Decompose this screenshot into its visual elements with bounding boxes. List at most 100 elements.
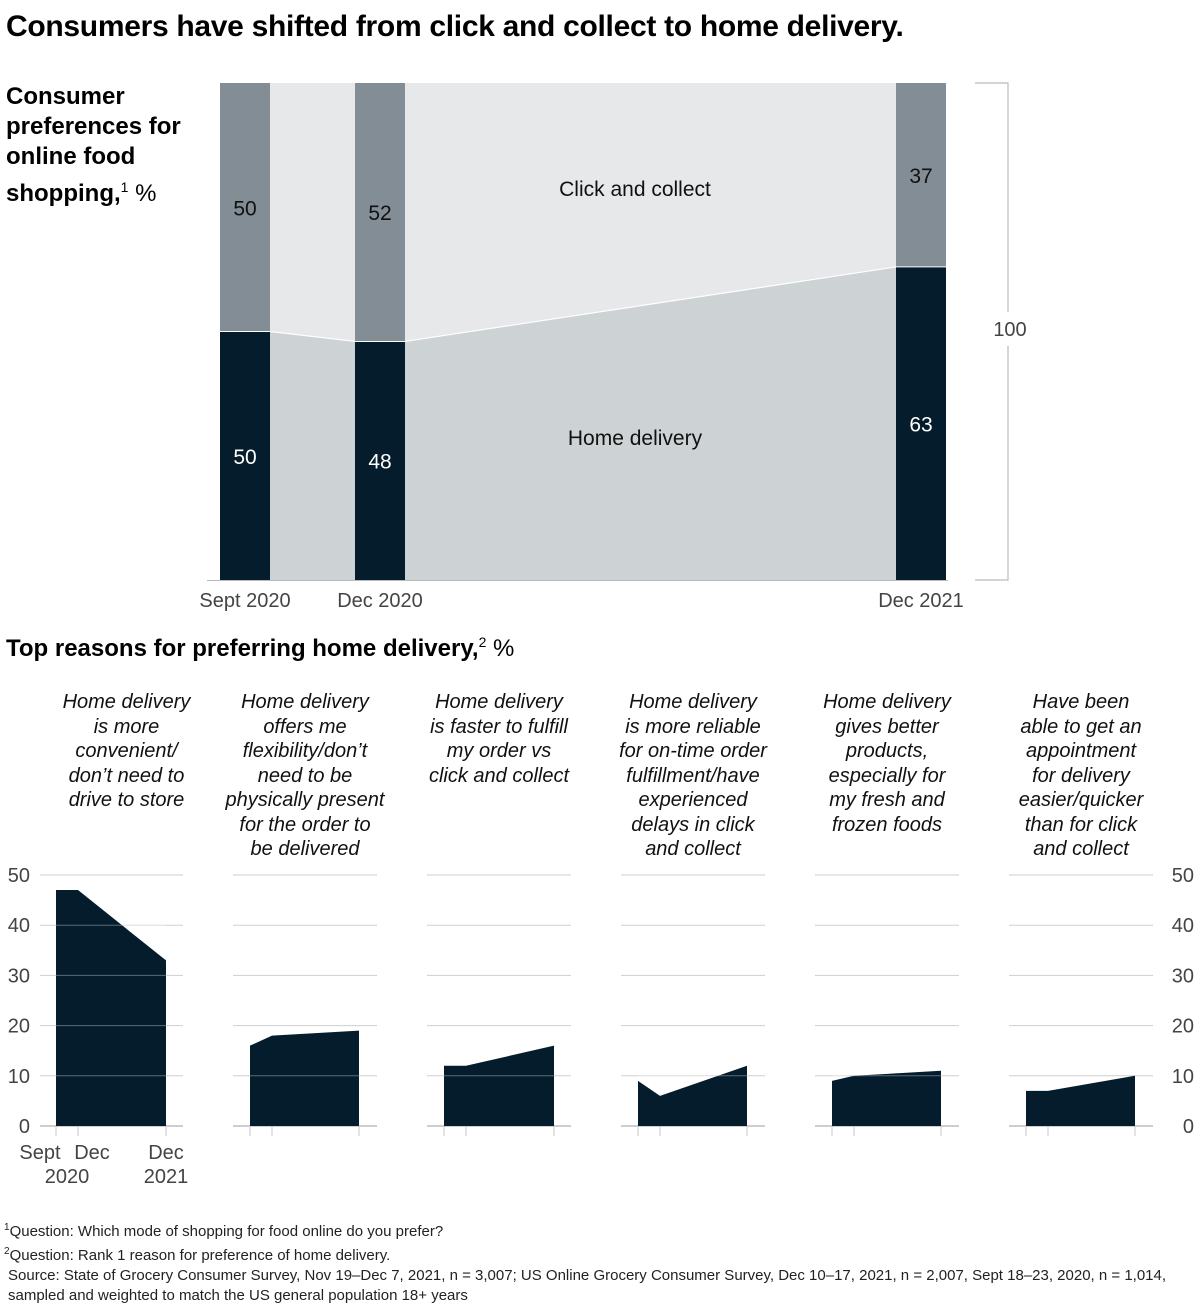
small-chart-panel bbox=[621, 874, 765, 1136]
reason-label-line: and collect bbox=[645, 838, 741, 860]
y-tick-label-right: 10 bbox=[1172, 1066, 1194, 1088]
x-tick-label: Dec bbox=[74, 1142, 110, 1164]
x-tick-label: Dec 2021 bbox=[878, 590, 964, 612]
area-series bbox=[56, 890, 166, 1126]
data-label-home-delivery: 63 bbox=[909, 413, 932, 436]
stacked-bar-chart: 50 50 Sept 2020 52 48 Dec 2020 37 63 Dec 2021 Cli… bbox=[199, 82, 1027, 612]
data-label-click-and-collect: 37 bbox=[909, 165, 932, 188]
reason-label-line: products, bbox=[845, 740, 929, 762]
reason-label-line: than for click bbox=[1024, 813, 1138, 836]
area-series bbox=[832, 1070, 941, 1126]
y-tick-label-left: 10 bbox=[8, 1066, 30, 1088]
reason-label: Home delivery gives better products, especi… bbox=[802, 690, 972, 837]
top-chart-title-text: Consumer preferences for online food sho… bbox=[6, 83, 181, 207]
area-series bbox=[638, 1065, 747, 1126]
reason-label-line: for on-time order bbox=[619, 740, 767, 762]
reason-label-line: my fresh and bbox=[829, 789, 945, 811]
bar-home-delivery bbox=[220, 331, 270, 580]
reason-label-line: be delivered bbox=[250, 838, 360, 860]
y-tick-label-left: 40 bbox=[8, 915, 30, 937]
y-tick-label-right: 50 bbox=[1172, 865, 1194, 887]
reason-label-line: my order vs bbox=[446, 740, 552, 762]
source-note: Source: State of Grocery Consumer Survey… bbox=[4, 1266, 1184, 1306]
data-label-click-and-collect: 50 bbox=[233, 197, 256, 220]
bottom-chart-title: Top reasons for preferring home delivery… bbox=[6, 634, 515, 662]
x-tick-label: Sept 2020 bbox=[199, 590, 290, 612]
reason-label-line: delays in click bbox=[631, 813, 755, 836]
total-label: 100 bbox=[993, 319, 1026, 341]
bar-click-and-collect bbox=[896, 83, 946, 267]
reason-label-line: Have been bbox=[1032, 691, 1130, 713]
total-bracket-top bbox=[975, 82, 1009, 312]
reason-label-line: offers me bbox=[263, 715, 347, 738]
y-tick-label-left: 50 bbox=[8, 865, 30, 887]
series-label-home-delivery: Home delivery bbox=[568, 427, 703, 450]
footnote-1-text: Question: Which mode of shopping for foo… bbox=[9, 1223, 444, 1240]
y-tick-label-right: 20 bbox=[1172, 1016, 1194, 1038]
small-chart-panel bbox=[40, 874, 183, 1136]
bottom-chart-title-footnote: 2 bbox=[478, 634, 487, 650]
reason-label-line: for the order to bbox=[239, 813, 371, 836]
bar-click-and-collect bbox=[220, 83, 270, 332]
x-tick-label: Dec bbox=[148, 1142, 184, 1164]
footnote-2-marker: 2 bbox=[4, 1246, 10, 1257]
reason-label-line: appointment bbox=[1025, 740, 1137, 762]
bar-click-and-collect bbox=[355, 83, 405, 342]
reason-label-line: gives better bbox=[835, 715, 939, 738]
reason-label-line: especially for bbox=[828, 764, 946, 787]
reason-label: Home delivery offers me flexibility/don’t n… bbox=[220, 690, 390, 862]
reason-label-line: for delivery bbox=[1032, 764, 1130, 787]
bar-home-delivery bbox=[355, 341, 405, 580]
data-label-home-delivery: 48 bbox=[368, 451, 391, 474]
reason-label-line: physically present bbox=[225, 789, 385, 811]
x-tick-label-year: 2021 bbox=[144, 1166, 189, 1188]
y-tick-label-left: 0 bbox=[19, 1116, 30, 1138]
x-tick-label: Dec 2020 bbox=[337, 590, 423, 612]
reason-label-line: and collect bbox=[1033, 838, 1129, 860]
bottom-chart-unit: % bbox=[493, 635, 515, 662]
reason-label: Home delivery is more convenient/don’t nee… bbox=[42, 690, 212, 813]
area-series bbox=[250, 1030, 359, 1126]
reason-label: Home delivery is faster to fulfill my orde… bbox=[414, 690, 584, 788]
small-chart-panel bbox=[815, 874, 959, 1136]
top-chart-title-footnote: 1 bbox=[120, 179, 129, 195]
reason-label-line: click and collect bbox=[428, 764, 570, 787]
top-chart-unit: % bbox=[135, 180, 157, 207]
reason-label: Have been able to get an appointment for de… bbox=[996, 690, 1166, 862]
y-tick-label-left: 30 bbox=[8, 965, 30, 987]
footnote-2: 2Question: Rank 1 reason for preference … bbox=[4, 1242, 1184, 1266]
reason-label-line: Home delivery bbox=[629, 691, 757, 713]
bar-home-delivery bbox=[896, 266, 946, 580]
reason-label-line: easier/quicker bbox=[1018, 789, 1144, 811]
footnote-2-text: Question: Rank 1 reason for preference o… bbox=[9, 1247, 391, 1264]
x-tick-label: Sept bbox=[19, 1142, 61, 1164]
top-chart-title: Consumer preferences for online food sho… bbox=[6, 83, 181, 207]
x-tick-label-year: 2020 bbox=[45, 1166, 90, 1188]
reason-label-line: Home delivery bbox=[241, 691, 369, 713]
total-bracket-bottom bbox=[975, 346, 1009, 581]
reason-label-line: able to get an bbox=[1020, 715, 1142, 738]
y-tick-label-right: 30 bbox=[1172, 965, 1194, 987]
reason-label-line: need to be bbox=[257, 764, 353, 787]
reason-label-line: is faster to fulfill bbox=[430, 715, 568, 738]
small-chart-panel bbox=[233, 874, 377, 1136]
footnote-1-marker: 1 bbox=[4, 1222, 10, 1233]
data-label-click-and-collect: 52 bbox=[368, 202, 391, 225]
reason-label-line: Home delivery bbox=[435, 691, 563, 713]
reason-label-line: drive to store bbox=[68, 789, 185, 811]
bottom-chart-title-text: Top reasons for preferring home delivery bbox=[6, 635, 472, 662]
reason-label-line: flexibility/don’t bbox=[242, 740, 368, 762]
data-label-home-delivery: 50 bbox=[233, 446, 256, 469]
y-tick-label-right: 40 bbox=[1172, 915, 1194, 937]
y-tick-label-left: 20 bbox=[8, 1016, 30, 1038]
reason-label-line: frozen foods bbox=[831, 813, 943, 836]
reason-label-line: Home delivery bbox=[823, 691, 951, 713]
reason-label-line: convenient/ bbox=[75, 740, 178, 762]
area-series bbox=[444, 1045, 554, 1126]
series-label-click-and-collect: Click and collect bbox=[559, 178, 711, 201]
area-series bbox=[1026, 1075, 1135, 1126]
reason-label-line: is more reliable bbox=[625, 715, 761, 738]
page-title: Consumers have shifted from click and co… bbox=[6, 10, 904, 43]
reason-label-line: don’t need to bbox=[68, 764, 185, 787]
reason-label-line: experienced bbox=[638, 789, 748, 811]
